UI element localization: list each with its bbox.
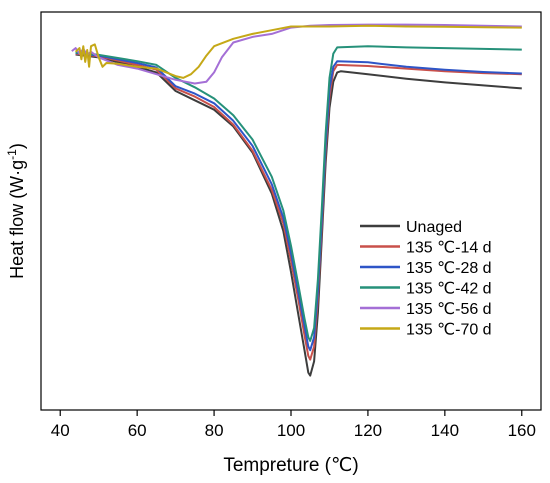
series-line-0 <box>75 53 522 377</box>
legend-label: 135 ℃-70 d <box>406 322 492 339</box>
series-line-5 <box>74 24 522 79</box>
y-axis-label-close: ) <box>7 143 27 149</box>
y-axis-label: Heat flow (W·g-1) <box>5 143 27 279</box>
x-tick-label: 140 <box>431 421 459 440</box>
legend-label: 135 ℃-28 d <box>406 260 492 277</box>
x-tick-label: 120 <box>354 421 382 440</box>
series-line-4 <box>71 23 522 85</box>
x-axis-label: Tempreture (℃) <box>223 455 358 476</box>
x-tick-label: 160 <box>508 421 536 440</box>
legend-label: 135 ℃-56 d <box>406 301 492 318</box>
legend-label: 135 ℃-14 d <box>406 240 492 257</box>
x-tick-label: 100 <box>277 421 305 440</box>
x-tick-label: 60 <box>128 421 147 440</box>
series-lines <box>71 23 522 377</box>
legend: Unaged 135 ℃-14 d 135 ℃-28 d 135 ℃-42 d 135 … <box>360 219 492 339</box>
legend-label: Unaged <box>406 219 462 236</box>
series-line-2 <box>75 52 522 352</box>
x-tick-label: 40 <box>51 421 70 440</box>
x-axis-ticks: 40 60 80 100 120 140 160 <box>51 410 536 440</box>
legend-label: 135 ℃-42 d <box>406 281 492 298</box>
y-axis-label-superscript: -1 <box>5 149 19 160</box>
y-axis-label-main: Heat flow (W·g <box>7 160 27 279</box>
series-line-1 <box>75 52 522 361</box>
x-tick-label: 80 <box>205 421 224 440</box>
